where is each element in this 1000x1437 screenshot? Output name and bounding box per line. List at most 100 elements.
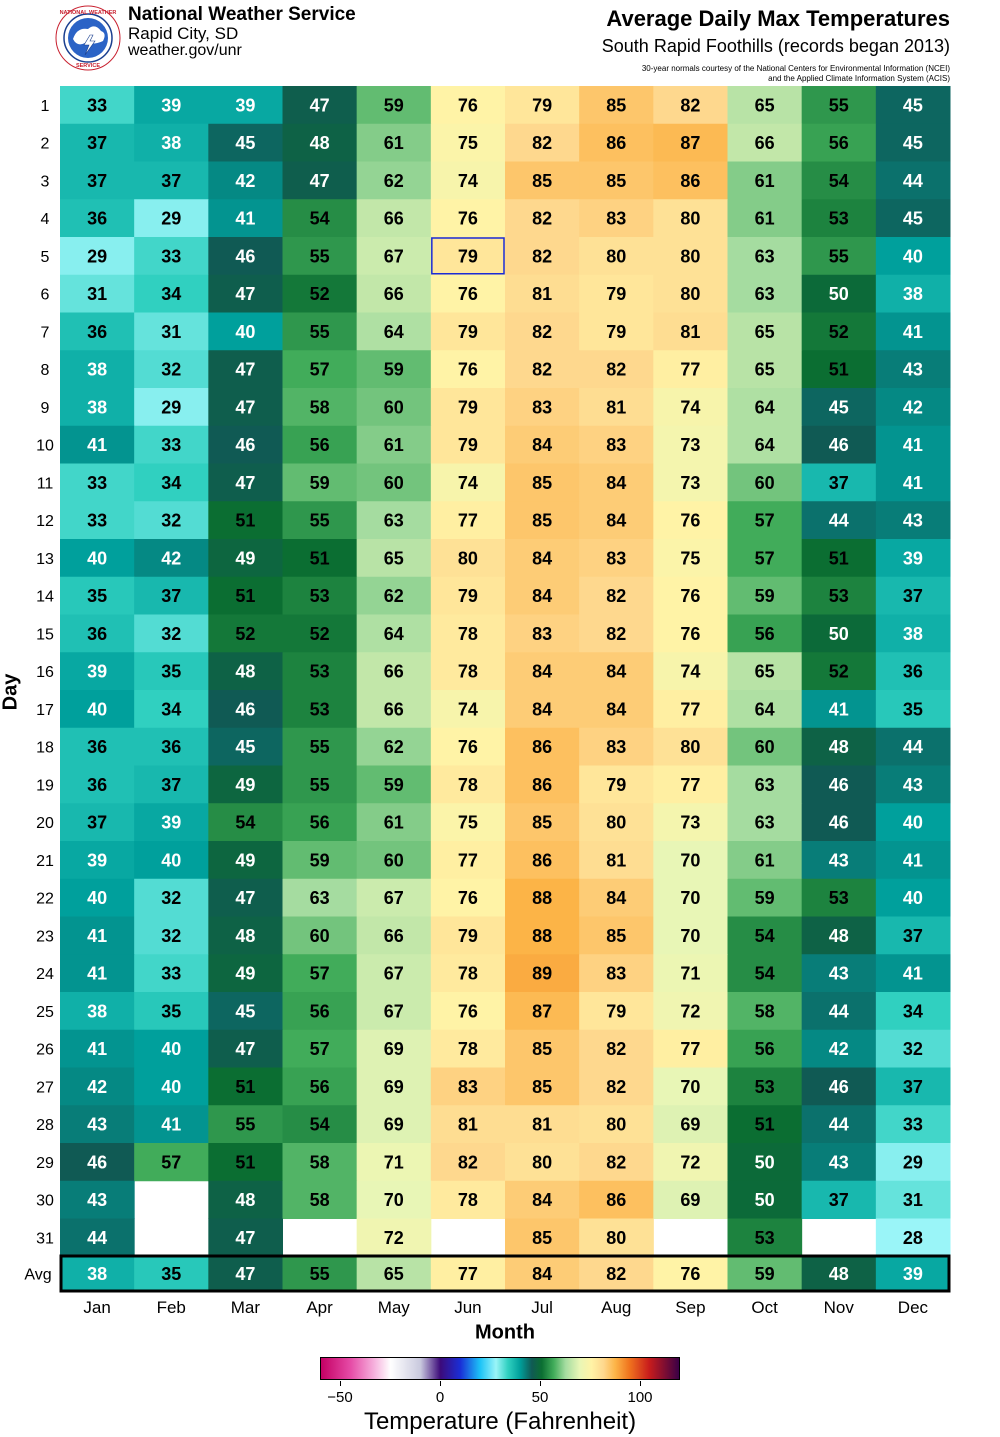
heatmap-cell <box>356 652 432 691</box>
heatmap-cell <box>208 727 283 766</box>
heatmap-cell <box>875 161 951 200</box>
heatmap-cell <box>653 1067 728 1106</box>
heatmap-cell <box>282 501 358 540</box>
cell-value-label: 63 <box>755 284 775 304</box>
cell-value-label: 32 <box>161 511 181 531</box>
heatmap-cell <box>282 576 358 615</box>
heatmap-cell <box>208 86 283 125</box>
heatmap-cell <box>579 199 654 238</box>
heatmap-cell <box>875 1067 951 1106</box>
cell-value-label: 39 <box>903 548 923 568</box>
average-value-label: 84 <box>532 1264 552 1284</box>
cell-value-label: 66 <box>755 133 775 153</box>
heatmap-cell <box>727 501 803 540</box>
heatmap-cell <box>282 1180 358 1219</box>
cell-value-label: 36 <box>87 775 107 795</box>
heatmap-cell <box>875 86 951 125</box>
heatmap-cell <box>356 123 432 162</box>
heatmap-cell <box>653 841 728 880</box>
org-name: National Weather Service <box>128 4 356 25</box>
cell-value-label: 37 <box>161 171 181 191</box>
cell-value-label: 44 <box>829 1001 849 1021</box>
cell-value-label: 73 <box>680 813 700 833</box>
average-cell <box>505 1256 580 1291</box>
cell-value-label: 86 <box>680 171 700 191</box>
avg-row-label: Avg <box>24 1267 51 1284</box>
cell-value-label: 37 <box>903 926 923 946</box>
heatmap-cell <box>208 652 283 691</box>
heatmap-cell <box>801 425 877 464</box>
cell-value-label: 48 <box>235 926 255 946</box>
cell-value-label: 59 <box>310 473 330 493</box>
heatmap-cell <box>875 425 951 464</box>
cell-value-label: 81 <box>532 1115 552 1135</box>
cell-value-label: 65 <box>755 322 775 342</box>
cell-value-label: 69 <box>680 1115 700 1135</box>
cell-value-label: 61 <box>384 133 404 153</box>
cell-value-label: 59 <box>755 586 775 606</box>
heatmap-cell <box>653 916 728 955</box>
cell-value-label: 53 <box>755 1077 775 1097</box>
cell-value-label: 50 <box>829 624 849 644</box>
cell-value-label: 82 <box>606 1039 626 1059</box>
heatmap-cell <box>653 350 728 389</box>
cell-value-label: 37 <box>829 473 849 493</box>
heatmap-cell <box>356 690 432 729</box>
heatmap-cell <box>727 916 803 955</box>
cell-value-label: 76 <box>458 95 478 115</box>
heatmap-cell <box>356 539 432 578</box>
heatmap-cell <box>356 878 432 917</box>
cell-value-label: 31 <box>903 1190 923 1210</box>
heatmap-cell <box>727 425 803 464</box>
cell-value-label: 56 <box>310 1001 330 1021</box>
cell-value-label: 59 <box>384 775 404 795</box>
heatmap-cell <box>801 765 877 804</box>
average-value-label: 48 <box>829 1264 849 1284</box>
day-tick-label: 23 <box>36 928 54 945</box>
heatmap-cell <box>505 463 580 502</box>
cell-value-label: 82 <box>458 1152 478 1172</box>
heatmap-cell <box>356 1105 432 1144</box>
heatmap-cell <box>430 237 506 276</box>
heatmap-cell <box>356 463 432 502</box>
colorbar <box>320 1357 680 1380</box>
heatmap-cell <box>727 1067 803 1106</box>
heatmap-cell <box>282 803 358 842</box>
cell-value-label: 69 <box>384 1077 404 1097</box>
x-axis-label: Month <box>475 1321 535 1344</box>
cell-value-label: 49 <box>235 850 255 870</box>
cell-value-label: 78 <box>458 1039 478 1059</box>
heatmap-cell <box>430 1180 506 1219</box>
heatmap-cell <box>801 878 877 917</box>
heatmap-cell <box>875 916 951 955</box>
cell-value-label: 40 <box>235 322 255 342</box>
cell-value-label: 33 <box>161 435 181 455</box>
month-tick-label: Feb <box>157 1298 186 1317</box>
heatmap-cell <box>579 1105 654 1144</box>
cell-value-label: 51 <box>310 548 330 568</box>
cell-value-label: 45 <box>903 133 923 153</box>
cell-value-label: 86 <box>532 737 552 757</box>
cell-value-label: 33 <box>87 511 107 531</box>
heatmap-cell <box>653 1105 728 1144</box>
cell-value-label: 47 <box>235 284 255 304</box>
heatmap-cell <box>282 539 358 578</box>
heatmap-cell <box>134 350 209 389</box>
cell-value-label: 54 <box>755 926 775 946</box>
cell-value-label: 28 <box>903 1228 923 1248</box>
cell-value-label: 35 <box>903 699 923 719</box>
heatmap-cell <box>134 425 209 464</box>
heatmap-cell <box>134 878 209 917</box>
cell-value-label: 57 <box>310 360 330 380</box>
heatmap-cell <box>505 1029 580 1068</box>
website-link[interactable]: weather.gov/unr <box>128 42 242 59</box>
cell-value-label: 38 <box>87 360 107 380</box>
cell-value-label: 50 <box>829 284 849 304</box>
cell-value-label: 70 <box>680 850 700 870</box>
heatmap-cell <box>653 199 728 238</box>
heatmap-cell <box>505 765 580 804</box>
cell-value-label: 50 <box>755 1190 775 1210</box>
cell-value-label: 76 <box>458 209 478 229</box>
cell-value-label: 82 <box>532 322 552 342</box>
heatmap-cell <box>727 690 803 729</box>
